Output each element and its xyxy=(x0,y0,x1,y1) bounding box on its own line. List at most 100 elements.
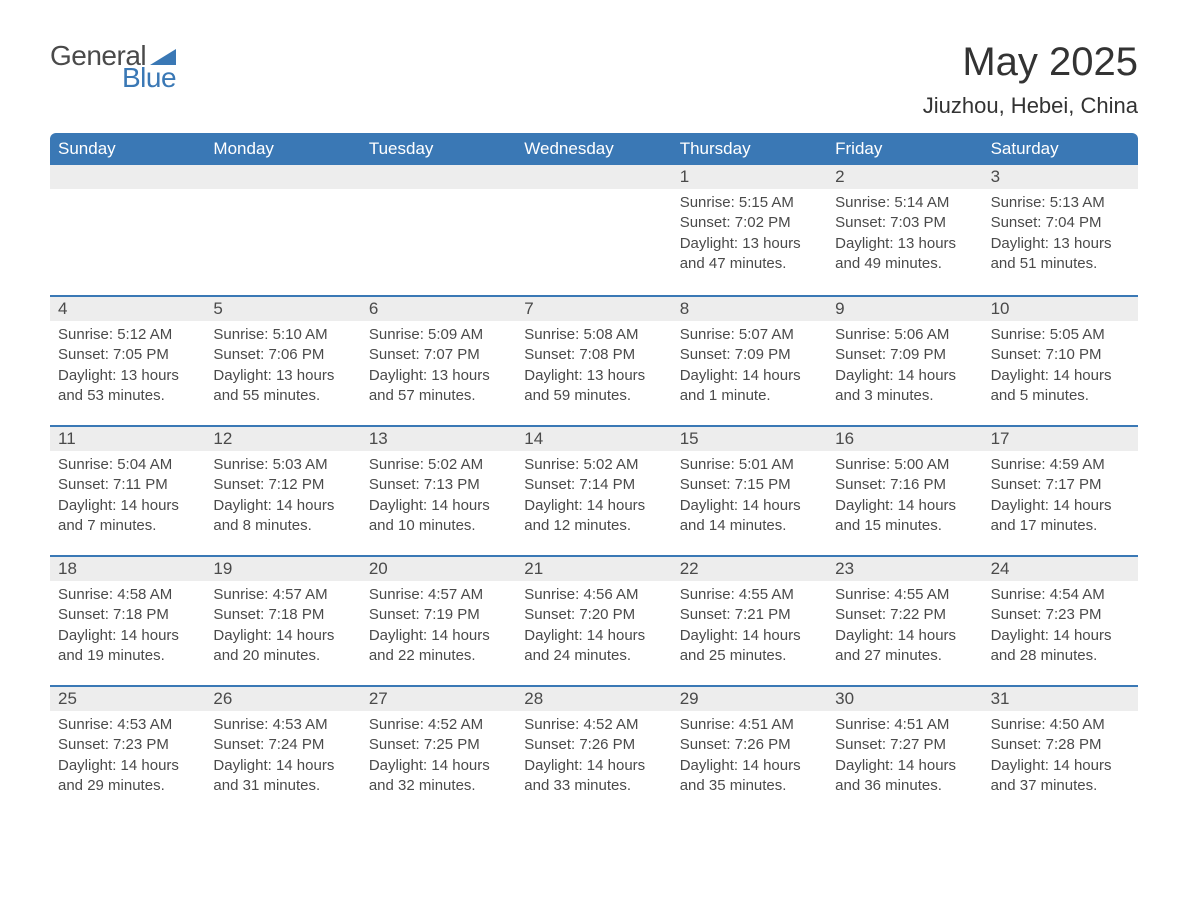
day-number: 14 xyxy=(516,425,671,451)
daylight-text-line1: Daylight: 13 hours xyxy=(835,234,974,254)
calendar-cell: 1Sunrise: 5:15 AMSunset: 7:02 PMDaylight… xyxy=(672,165,827,295)
calendar-cell: 7Sunrise: 5:08 AMSunset: 7:08 PMDaylight… xyxy=(516,295,671,425)
daylight-text-line1: Daylight: 13 hours xyxy=(680,234,819,254)
daylight-text-line1: Daylight: 14 hours xyxy=(58,496,197,516)
sunset-text: Sunset: 7:18 PM xyxy=(58,605,197,625)
sunrise-text: Sunrise: 5:08 AM xyxy=(524,325,663,345)
sunset-text: Sunset: 7:09 PM xyxy=(680,345,819,365)
calendar-cell: 27Sunrise: 4:52 AMSunset: 7:25 PMDayligh… xyxy=(361,685,516,815)
day-content: Sunrise: 4:51 AMSunset: 7:27 PMDaylight:… xyxy=(827,711,982,806)
daylight-text-line2: and 49 minutes. xyxy=(835,254,974,274)
day-number xyxy=(516,165,671,189)
sunset-text: Sunset: 7:09 PM xyxy=(835,345,974,365)
daylight-text-line2: and 25 minutes. xyxy=(680,646,819,666)
day-content: Sunrise: 5:02 AMSunset: 7:13 PMDaylight:… xyxy=(361,451,516,546)
day-content: Sunrise: 4:52 AMSunset: 7:26 PMDaylight:… xyxy=(516,711,671,806)
day-content: Sunrise: 5:07 AMSunset: 7:09 PMDaylight:… xyxy=(672,321,827,416)
sunrise-text: Sunrise: 4:57 AM xyxy=(369,585,508,605)
daylight-text-line2: and 28 minutes. xyxy=(991,646,1130,666)
sunset-text: Sunset: 7:23 PM xyxy=(991,605,1130,625)
day-content: Sunrise: 4:56 AMSunset: 7:20 PMDaylight:… xyxy=(516,581,671,676)
daylight-text-line2: and 32 minutes. xyxy=(369,776,508,796)
day-number: 29 xyxy=(672,685,827,711)
day-header-saturday: Saturday xyxy=(983,133,1138,165)
daylight-text-line1: Daylight: 14 hours xyxy=(369,626,508,646)
daylight-text-line1: Daylight: 13 hours xyxy=(991,234,1130,254)
day-content: Sunrise: 5:08 AMSunset: 7:08 PMDaylight:… xyxy=(516,321,671,416)
daylight-text-line2: and 17 minutes. xyxy=(991,516,1130,536)
day-number: 4 xyxy=(50,295,205,321)
sunrise-text: Sunrise: 5:12 AM xyxy=(58,325,197,345)
day-number: 21 xyxy=(516,555,671,581)
daylight-text-line2: and 35 minutes. xyxy=(680,776,819,796)
sunset-text: Sunset: 7:12 PM xyxy=(213,475,352,495)
calendar-cell: 21Sunrise: 4:56 AMSunset: 7:20 PMDayligh… xyxy=(516,555,671,685)
calendar-header-row: Sunday Monday Tuesday Wednesday Thursday… xyxy=(50,133,1138,165)
location-text: Jiuzhou, Hebei, China xyxy=(923,93,1138,119)
daylight-text-line2: and 24 minutes. xyxy=(524,646,663,666)
sunset-text: Sunset: 7:26 PM xyxy=(524,735,663,755)
sunrise-text: Sunrise: 5:02 AM xyxy=(369,455,508,475)
daylight-text-line1: Daylight: 14 hours xyxy=(524,496,663,516)
sunrise-text: Sunrise: 5:15 AM xyxy=(680,193,819,213)
day-header-friday: Friday xyxy=(827,133,982,165)
day-number: 18 xyxy=(50,555,205,581)
daylight-text-line1: Daylight: 13 hours xyxy=(58,366,197,386)
sunrise-text: Sunrise: 4:58 AM xyxy=(58,585,197,605)
sunset-text: Sunset: 7:08 PM xyxy=(524,345,663,365)
day-content: Sunrise: 4:51 AMSunset: 7:26 PMDaylight:… xyxy=(672,711,827,806)
sunset-text: Sunset: 7:25 PM xyxy=(369,735,508,755)
daylight-text-line2: and 15 minutes. xyxy=(835,516,974,536)
daylight-text-line1: Daylight: 14 hours xyxy=(58,626,197,646)
sunrise-text: Sunrise: 5:03 AM xyxy=(213,455,352,475)
day-number xyxy=(361,165,516,189)
calendar-cell: 9Sunrise: 5:06 AMSunset: 7:09 PMDaylight… xyxy=(827,295,982,425)
day-content xyxy=(516,189,671,289)
calendar-cell: 4Sunrise: 5:12 AMSunset: 7:05 PMDaylight… xyxy=(50,295,205,425)
day-content: Sunrise: 5:12 AMSunset: 7:05 PMDaylight:… xyxy=(50,321,205,416)
daylight-text-line2: and 10 minutes. xyxy=(369,516,508,536)
day-number: 10 xyxy=(983,295,1138,321)
day-header-sunday: Sunday xyxy=(50,133,205,165)
header-row: General Blue May 2025 Jiuzhou, Hebei, Ch… xyxy=(50,40,1138,119)
day-number: 7 xyxy=(516,295,671,321)
sunrise-text: Sunrise: 5:06 AM xyxy=(835,325,974,345)
sunrise-text: Sunrise: 5:00 AM xyxy=(835,455,974,475)
day-header-wednesday: Wednesday xyxy=(516,133,671,165)
day-content: Sunrise: 4:54 AMSunset: 7:23 PMDaylight:… xyxy=(983,581,1138,676)
daylight-text-line2: and 14 minutes. xyxy=(680,516,819,536)
day-number: 13 xyxy=(361,425,516,451)
daylight-text-line1: Daylight: 14 hours xyxy=(213,626,352,646)
sunset-text: Sunset: 7:19 PM xyxy=(369,605,508,625)
sunset-text: Sunset: 7:21 PM xyxy=(680,605,819,625)
calendar-cell: 12Sunrise: 5:03 AMSunset: 7:12 PMDayligh… xyxy=(205,425,360,555)
sunset-text: Sunset: 7:13 PM xyxy=(369,475,508,495)
calendar-body: 1Sunrise: 5:15 AMSunset: 7:02 PMDaylight… xyxy=(50,165,1138,815)
sunrise-text: Sunrise: 5:01 AM xyxy=(680,455,819,475)
sunset-text: Sunset: 7:23 PM xyxy=(58,735,197,755)
daylight-text-line1: Daylight: 13 hours xyxy=(213,366,352,386)
daylight-text-line2: and 12 minutes. xyxy=(524,516,663,536)
day-content xyxy=(50,189,205,289)
calendar-cell xyxy=(205,165,360,295)
daylight-text-line2: and 5 minutes. xyxy=(991,386,1130,406)
sunset-text: Sunset: 7:06 PM xyxy=(213,345,352,365)
day-number: 2 xyxy=(827,165,982,189)
day-number: 26 xyxy=(205,685,360,711)
calendar-cell: 6Sunrise: 5:09 AMSunset: 7:07 PMDaylight… xyxy=(361,295,516,425)
day-header-thursday: Thursday xyxy=(672,133,827,165)
sunrise-text: Sunrise: 5:05 AM xyxy=(991,325,1130,345)
day-content: Sunrise: 5:05 AMSunset: 7:10 PMDaylight:… xyxy=(983,321,1138,416)
day-content: Sunrise: 5:04 AMSunset: 7:11 PMDaylight:… xyxy=(50,451,205,546)
day-number: 22 xyxy=(672,555,827,581)
sunrise-text: Sunrise: 4:53 AM xyxy=(58,715,197,735)
calendar-cell: 3Sunrise: 5:13 AMSunset: 7:04 PMDaylight… xyxy=(983,165,1138,295)
day-number: 27 xyxy=(361,685,516,711)
day-content: Sunrise: 4:53 AMSunset: 7:23 PMDaylight:… xyxy=(50,711,205,806)
day-content: Sunrise: 4:55 AMSunset: 7:21 PMDaylight:… xyxy=(672,581,827,676)
day-content: Sunrise: 4:58 AMSunset: 7:18 PMDaylight:… xyxy=(50,581,205,676)
daylight-text-line2: and 59 minutes. xyxy=(524,386,663,406)
daylight-text-line1: Daylight: 14 hours xyxy=(835,756,974,776)
sunset-text: Sunset: 7:17 PM xyxy=(991,475,1130,495)
sunrise-text: Sunrise: 4:59 AM xyxy=(991,455,1130,475)
